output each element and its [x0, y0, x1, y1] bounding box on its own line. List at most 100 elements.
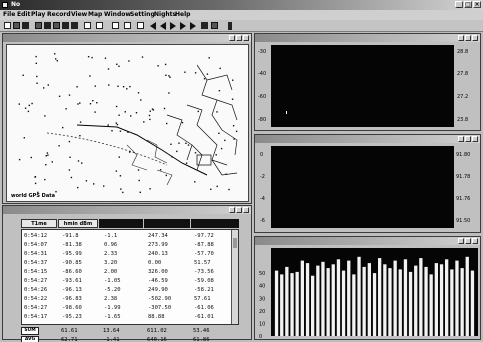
new-file-icon[interactable]	[4, 22, 11, 29]
flag-icon[interactable]	[228, 22, 232, 30]
map-minimize-button[interactable]	[229, 35, 235, 41]
table-row[interactable]: 0:54:15 -86.60 2.00 326.00 -73.56	[22, 268, 232, 276]
table-cell: -59.08	[194, 278, 214, 284]
menu-file[interactable]: File	[3, 11, 16, 18]
pause-icon[interactable]	[211, 22, 218, 29]
table-close-button[interactable]	[243, 207, 249, 213]
maximize-button[interactable]: □	[464, 1, 472, 8]
table-row[interactable]: 0:54:12 -91.8 -1.1 247.34 -97.72	[22, 232, 232, 240]
line-icon[interactable]	[124, 22, 131, 29]
table-scrollbar[interactable]	[231, 230, 238, 324]
chart3-maximize-button[interactable]	[465, 238, 471, 244]
chart2-minimize-button[interactable]	[458, 136, 464, 142]
gps-track-map[interactable]	[7, 45, 249, 202]
chart2-close-button[interactable]	[472, 136, 478, 142]
chart2-caption[interactable]	[255, 135, 480, 143]
map-point	[118, 65, 120, 67]
fast-forward-icon[interactable]	[190, 22, 196, 30]
table-row[interactable]: 0:54:26 -96.13 -5.20 249.90 -58.21	[22, 286, 232, 294]
record-icon[interactable]	[71, 22, 78, 29]
table-cell: 240.13	[148, 251, 168, 257]
table-row[interactable]: 0:54:22 -96.83 2.38 -502.90 57.61	[22, 295, 232, 303]
stop-icon[interactable]	[201, 22, 208, 29]
map-maximize-button[interactable]	[236, 35, 242, 41]
point-icon[interactable]	[137, 22, 144, 29]
summary-cell: 611.02	[147, 328, 167, 334]
menu-setting[interactable]: Setting	[130, 11, 155, 18]
table-row[interactable]: 0:54:17 -95.23 -1.65 88.88 -61.01	[22, 313, 232, 321]
menu-edit[interactable]: Edit	[17, 11, 31, 18]
chart1-maximize-button[interactable]	[465, 35, 471, 41]
table-row[interactable]: 0:54:37 -90.85 3.20 0.00 51.57	[22, 259, 232, 267]
table-row[interactable]: 0:54:27 -93.61 -1.05 -46.59 -59.08	[22, 277, 232, 285]
map-window-caption[interactable]	[3, 34, 251, 42]
quality-chart[interactable]: 0 -2 -4 -6 91.80 91.78 91.76 91.50	[256, 144, 480, 232]
table-body[interactable]: 0:54:12 -91.8 -1.1 247.34 -97.72 0:54:07 -81.3…	[21, 229, 239, 325]
grid-icon[interactable]	[35, 22, 42, 29]
map-point	[137, 169, 140, 171]
map-point	[115, 170, 118, 172]
level-chart[interactable]: -30 -40 -60 -80 28.8 27.8 27.2 23.8	[256, 43, 480, 130]
map-point	[34, 176, 36, 178]
close-button[interactable]: ×	[473, 1, 481, 8]
chart1-close-button[interactable]	[472, 35, 478, 41]
menu-view[interactable]: View	[71, 11, 88, 18]
chart-icon[interactable]	[53, 22, 60, 29]
map-point	[184, 71, 186, 73]
menu-window[interactable]: Window	[104, 11, 131, 18]
map-point	[47, 154, 49, 156]
open-file-icon[interactable]	[13, 22, 20, 29]
map-point	[141, 56, 144, 58]
menu-nights[interactable]: Nights	[154, 11, 177, 18]
column-header-4[interactable]	[144, 219, 190, 228]
scroll-thumb[interactable]	[233, 238, 237, 248]
menu-play[interactable]: Play	[31, 11, 46, 18]
map-close-button[interactable]	[243, 35, 249, 41]
table-row[interactable]: 0:54:27 -98.60 -1.99 -307.50 -61.06	[22, 304, 232, 312]
chart1-minimize-button[interactable]	[458, 35, 464, 41]
save-icon[interactable]	[22, 22, 29, 29]
map-point	[94, 111, 96, 113]
table-row[interactable]: 0:54:07 -81.38 0.96 273.99 -87.88	[22, 241, 232, 249]
cursor-icon[interactable]	[96, 22, 103, 29]
map-icon[interactable]	[44, 22, 51, 29]
pen-icon[interactable]	[112, 22, 119, 29]
step-back-icon[interactable]	[160, 22, 166, 30]
map-point	[164, 63, 167, 66]
bar	[311, 275, 315, 336]
chart3-close-button[interactable]	[472, 238, 478, 244]
chart1-ytick-right-2: 27.2	[457, 94, 468, 100]
zoom-icon[interactable]	[84, 22, 91, 29]
chart2-maximize-button[interactable]	[465, 136, 471, 142]
measurement-points	[18, 53, 238, 194]
bar	[439, 264, 444, 336]
play-icon[interactable]	[170, 22, 176, 30]
chart1-caption[interactable]	[255, 34, 480, 42]
table-icon[interactable]	[62, 22, 69, 29]
map-point	[79, 121, 82, 123]
table-minimize-button[interactable]	[229, 207, 235, 213]
chart3-minimize-button[interactable]	[458, 238, 464, 244]
app-icon[interactable]	[2, 2, 8, 8]
bar-chart[interactable]: 50 40 30 20 10 0	[256, 246, 480, 339]
map-point	[77, 186, 79, 189]
table-cell: 0:54:27	[24, 278, 48, 284]
map-canvas[interactable]: world GPS Data	[6, 44, 249, 202]
table-cell: 273.99	[148, 242, 168, 248]
table-window-caption[interactable]	[3, 206, 251, 214]
menu-map[interactable]: Map	[88, 11, 103, 18]
table-row[interactable]: 0:54:31 -95.99 2.33 240.13 -57.70	[22, 250, 232, 258]
minimize-button[interactable]: _	[455, 1, 463, 8]
table-cell: 0:54:15	[24, 269, 48, 275]
chart2-ytick-right-0: 91.80	[456, 152, 470, 158]
column-header-3[interactable]	[99, 219, 143, 228]
column-header-5[interactable]	[191, 219, 239, 228]
menu-help[interactable]: Help	[175, 11, 191, 18]
column-header-level[interactable]: hmin dBm	[58, 219, 98, 228]
table-maximize-button[interactable]	[236, 207, 242, 213]
rewind-icon[interactable]	[150, 22, 156, 30]
menu-record[interactable]: Record	[47, 11, 71, 18]
chart3-caption[interactable]	[255, 237, 480, 245]
step-forward-icon[interactable]	[180, 22, 186, 30]
column-header-time[interactable]: T1me	[21, 219, 57, 228]
